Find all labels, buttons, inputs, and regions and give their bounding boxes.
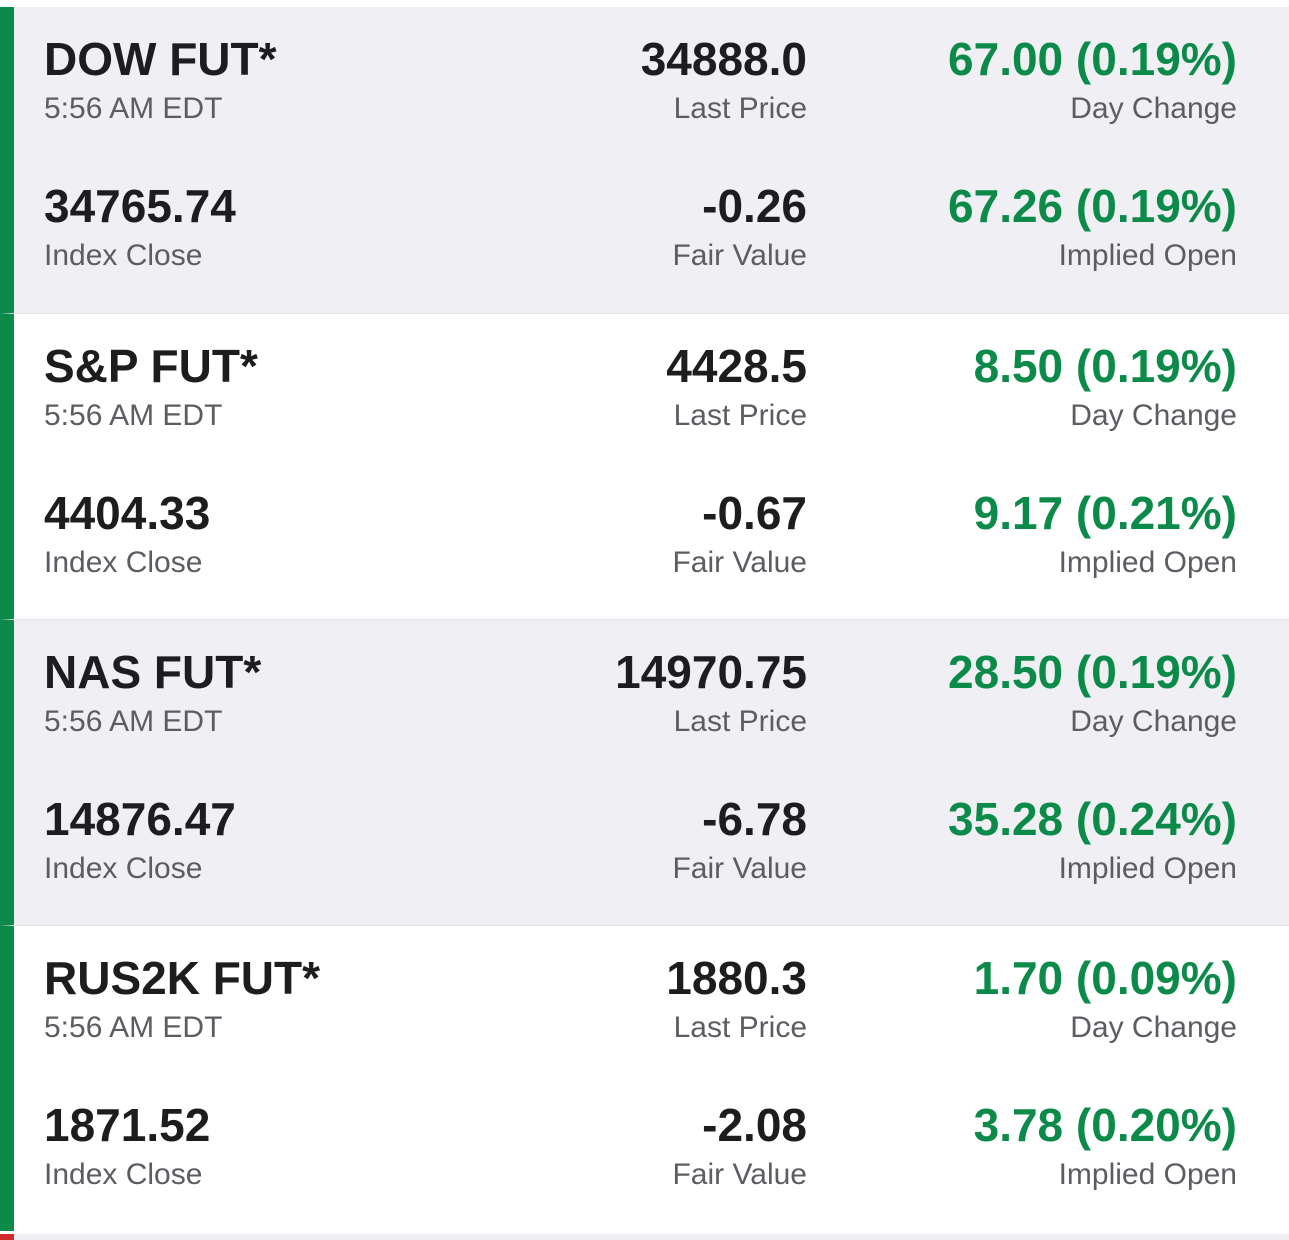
futures-card-dow[interactable]: DOW FUT* 5:56 AM EDT 34888.0 Last Price …	[0, 7, 1289, 313]
index-close-value: 14876.47	[44, 793, 236, 845]
quote-row-top: DOW FUT* 5:56 AM EDT 34888.0 Last Price …	[44, 7, 1237, 154]
futures-list: DOW FUT* 5:56 AM EDT 34888.0 Last Price …	[0, 7, 1289, 1231]
quote-row-bottom: 14876.47 Index Close -6.78 Fair Value 35…	[44, 767, 1237, 914]
day-change-label: Day Change	[1070, 92, 1237, 125]
instrument-name[interactable]: S&P FUT*	[44, 340, 258, 392]
day-change-value: 28.50 (0.19%)	[948, 646, 1237, 698]
next-card-accent-bar	[0, 1234, 14, 1240]
implied-open-value: 9.17 (0.21%)	[973, 487, 1237, 539]
fair-value-value: -0.26	[702, 180, 807, 232]
quote-row-top: S&P FUT* 5:56 AM EDT 4428.5 Last Price 8…	[44, 314, 1237, 461]
index-close-label: Index Close	[44, 546, 203, 579]
quote-time: 5:56 AM EDT	[44, 92, 223, 125]
last-price-value: 4428.5	[666, 340, 807, 392]
index-close-label: Index Close	[44, 1158, 203, 1191]
day-change-value: 8.50 (0.19%)	[973, 340, 1237, 392]
implied-open-label: Implied Open	[1058, 546, 1237, 579]
fair-value-value: -2.08	[702, 1099, 807, 1151]
fair-value-label: Fair Value	[672, 1158, 807, 1191]
quote-row-top: RUS2K FUT* 5:56 AM EDT 1880.3 Last Price…	[44, 926, 1237, 1073]
implied-open-label: Implied Open	[1058, 239, 1237, 272]
fair-value-label: Fair Value	[672, 546, 807, 579]
futures-card-nas[interactable]: NAS FUT* 5:56 AM EDT 14970.75 Last Price…	[0, 619, 1289, 925]
index-close-value: 1871.52	[44, 1099, 211, 1151]
fair-value-value: -0.67	[702, 487, 807, 539]
index-close-value: 4404.33	[44, 487, 211, 539]
quote-time: 5:56 AM EDT	[44, 705, 223, 738]
implied-open-value: 3.78 (0.20%)	[973, 1099, 1237, 1151]
quote-time: 5:56 AM EDT	[44, 1011, 223, 1044]
last-price-value: 1880.3	[666, 952, 807, 1004]
last-price-value: 34888.0	[640, 33, 807, 85]
index-close-label: Index Close	[44, 852, 203, 885]
quote-row-bottom: 1871.52 Index Close -2.08 Fair Value 3.7…	[44, 1073, 1237, 1220]
implied-open-label: Implied Open	[1058, 852, 1237, 885]
implied-open-label: Implied Open	[1058, 1158, 1237, 1191]
last-price-label: Last Price	[673, 399, 807, 432]
instrument-name[interactable]: NAS FUT*	[44, 646, 262, 698]
instrument-name[interactable]: DOW FUT*	[44, 33, 277, 85]
quote-row-top: NAS FUT* 5:56 AM EDT 14970.75 Last Price…	[44, 620, 1237, 767]
futures-card-sp[interactable]: S&P FUT* 5:56 AM EDT 4428.5 Last Price 8…	[0, 313, 1289, 619]
day-change-label: Day Change	[1070, 399, 1237, 432]
quote-row-bottom: 34765.74 Index Close -0.26 Fair Value 67…	[44, 154, 1237, 301]
day-change-value: 1.70 (0.09%)	[973, 952, 1237, 1004]
last-price-label: Last Price	[673, 92, 807, 125]
day-change-label: Day Change	[1070, 1011, 1237, 1044]
implied-open-value: 67.26 (0.19%)	[948, 180, 1237, 232]
last-price-label: Last Price	[673, 1011, 807, 1044]
fair-value-label: Fair Value	[672, 239, 807, 272]
last-price-value: 14970.75	[615, 646, 807, 698]
instrument-name[interactable]: RUS2K FUT*	[44, 952, 321, 1004]
quote-row-bottom: 4404.33 Index Close -0.67 Fair Value 9.1…	[44, 461, 1237, 608]
next-card-edge	[0, 1234, 1289, 1240]
index-close-value: 34765.74	[44, 180, 236, 232]
implied-open-value: 35.28 (0.24%)	[948, 793, 1237, 845]
futures-card-rus2k[interactable]: RUS2K FUT* 5:56 AM EDT 1880.3 Last Price…	[0, 925, 1289, 1231]
day-change-value: 67.00 (0.19%)	[948, 33, 1237, 85]
index-close-label: Index Close	[44, 239, 203, 272]
quote-time: 5:56 AM EDT	[44, 399, 223, 432]
fair-value-value: -6.78	[702, 793, 807, 845]
day-change-label: Day Change	[1070, 705, 1237, 738]
fair-value-label: Fair Value	[672, 852, 807, 885]
last-price-label: Last Price	[673, 705, 807, 738]
